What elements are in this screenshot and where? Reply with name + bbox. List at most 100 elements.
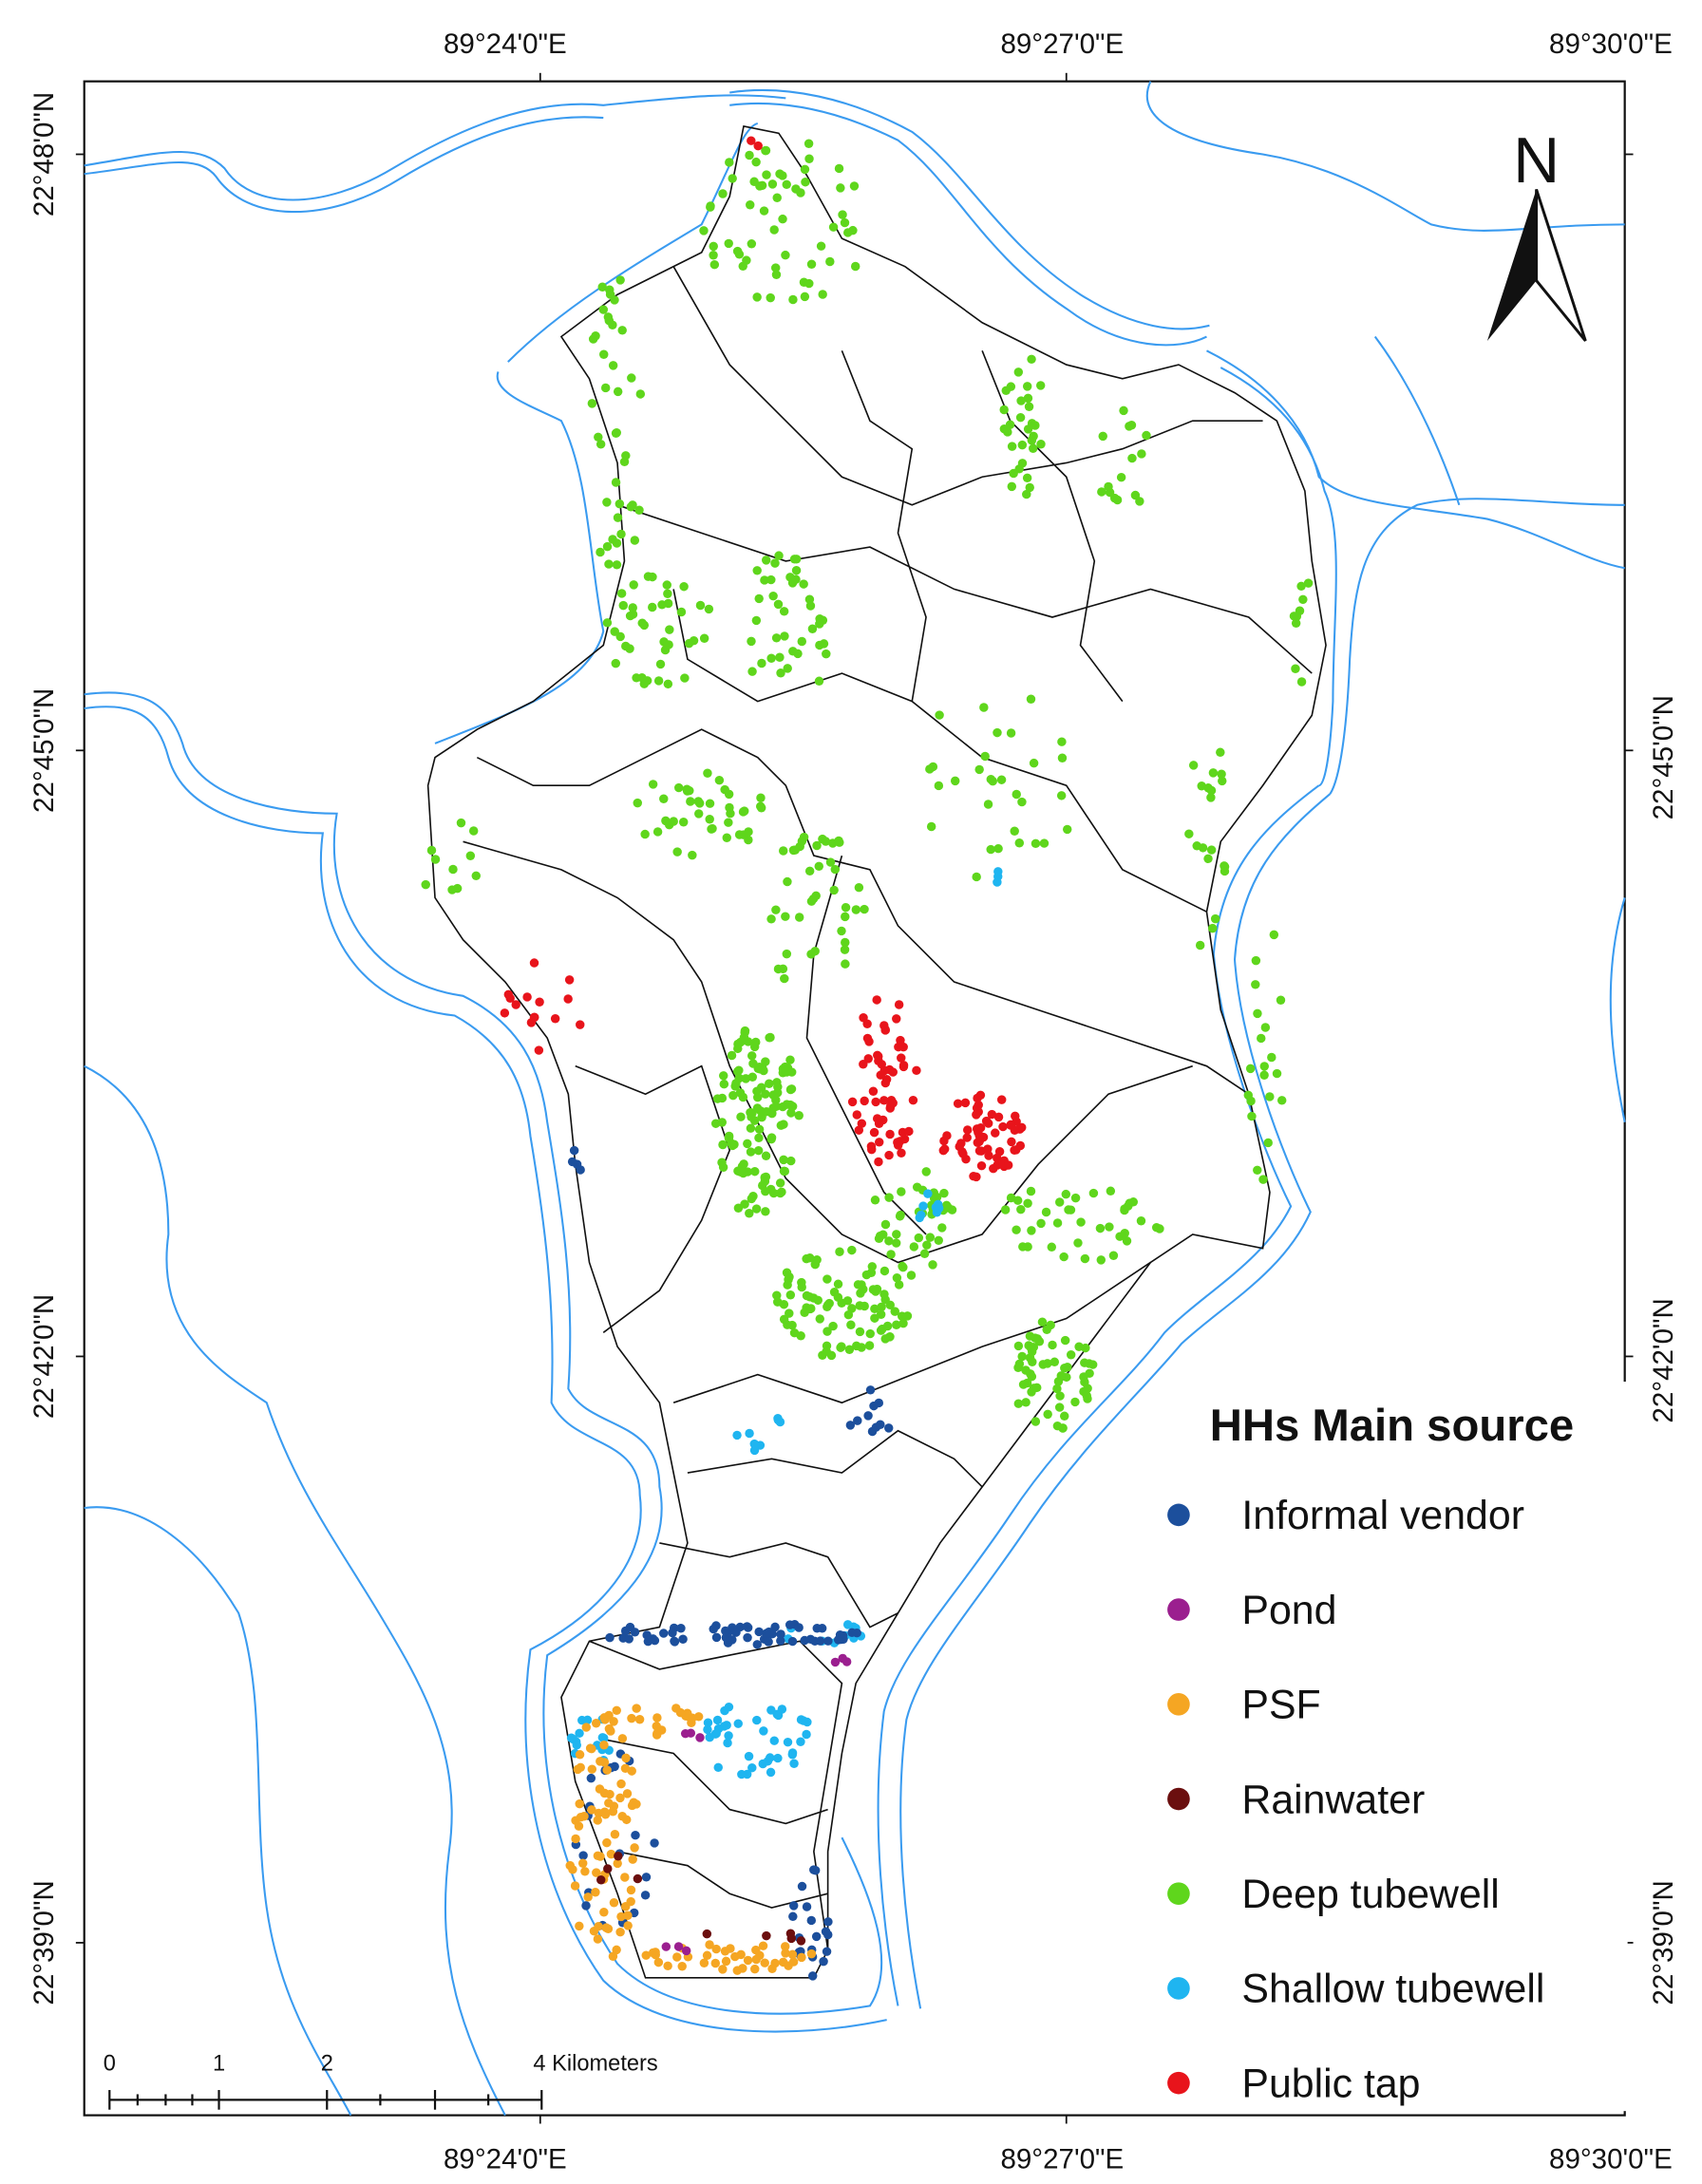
household-point xyxy=(925,764,935,774)
household-point xyxy=(796,1715,806,1724)
right-label: 22°45'0"N xyxy=(1648,695,1679,819)
household-point xyxy=(702,1929,712,1939)
household-point xyxy=(761,1151,771,1161)
household-point xyxy=(751,1945,761,1955)
household-point xyxy=(774,551,784,560)
household-point xyxy=(868,1086,879,1096)
household-point xyxy=(695,1733,705,1742)
household-point xyxy=(1245,1064,1256,1074)
household-point xyxy=(796,188,805,198)
household-point xyxy=(814,676,824,687)
household-point xyxy=(718,1139,728,1150)
household-point xyxy=(733,1044,743,1054)
household-point xyxy=(747,1762,757,1773)
household-point xyxy=(1298,594,1308,605)
household-point xyxy=(898,1318,908,1328)
household-point xyxy=(575,1750,585,1760)
household-point xyxy=(705,1940,714,1949)
river xyxy=(899,793,1332,2009)
household-point xyxy=(962,1125,973,1135)
household-point xyxy=(786,1156,796,1166)
household-point xyxy=(1052,1218,1063,1228)
household-point xyxy=(709,1624,718,1634)
household-point xyxy=(769,225,779,235)
household-point xyxy=(1014,838,1025,848)
household-point xyxy=(917,1210,926,1220)
household-point xyxy=(771,1095,781,1105)
household-point xyxy=(766,653,776,663)
household-point xyxy=(659,637,669,647)
household-point xyxy=(781,250,790,260)
household-point xyxy=(713,1762,723,1773)
household-point xyxy=(662,580,671,590)
river xyxy=(1220,367,1337,787)
household-point xyxy=(804,866,815,876)
household-point xyxy=(610,627,619,636)
household-point xyxy=(681,1946,691,1956)
household-point xyxy=(811,1931,822,1942)
household-point xyxy=(782,949,792,959)
household-point xyxy=(860,904,869,914)
household-point xyxy=(851,905,861,914)
household-point xyxy=(738,807,748,817)
household-point xyxy=(1079,1386,1088,1397)
household-point xyxy=(426,845,437,856)
household-point xyxy=(912,1065,921,1076)
household-point xyxy=(773,1753,783,1763)
household-point xyxy=(1136,1216,1146,1226)
household-point xyxy=(745,1428,754,1439)
household-point xyxy=(879,1096,889,1105)
household-point xyxy=(1276,1096,1287,1105)
household-point xyxy=(613,386,623,397)
household-point xyxy=(1029,758,1039,768)
household-point xyxy=(882,1321,893,1331)
household-point xyxy=(578,1851,588,1860)
household-point xyxy=(564,975,575,985)
household-point xyxy=(705,1732,714,1742)
household-point xyxy=(1203,854,1213,864)
household-point xyxy=(837,1342,846,1351)
household-point xyxy=(786,1084,797,1094)
household-point xyxy=(608,1807,618,1817)
household-point xyxy=(608,361,618,370)
household-point xyxy=(872,995,881,1005)
household-point xyxy=(1041,1207,1051,1217)
household-point xyxy=(754,1627,764,1637)
legend-label: Deep tubewell xyxy=(1241,1872,1499,1917)
household-point xyxy=(738,1964,747,1973)
household-point xyxy=(739,1159,748,1169)
household-point xyxy=(837,926,846,936)
household-point xyxy=(919,1249,930,1258)
household-point xyxy=(779,607,789,616)
household-point xyxy=(600,1715,610,1724)
household-point xyxy=(909,1242,919,1252)
household-point xyxy=(535,997,544,1007)
household-point xyxy=(863,1411,873,1421)
household-point xyxy=(1291,618,1301,629)
household-point xyxy=(833,1292,843,1302)
household-point xyxy=(914,1233,924,1243)
household-point xyxy=(672,1952,682,1962)
household-point xyxy=(895,1212,905,1221)
household-point xyxy=(1013,367,1024,377)
household-point xyxy=(677,1962,687,1971)
household-point xyxy=(1016,1204,1026,1214)
admin-boundaries xyxy=(426,124,1327,1979)
household-point xyxy=(988,776,997,786)
scale-label: 0 xyxy=(104,2051,116,2076)
household-point xyxy=(840,217,850,228)
household-point xyxy=(616,529,626,539)
household-point xyxy=(602,1765,612,1775)
legend-label: Informal vendor xyxy=(1241,1493,1524,1538)
household-point xyxy=(1026,1186,1036,1196)
household-point xyxy=(617,1734,628,1743)
household-point xyxy=(822,649,831,659)
household-point xyxy=(1025,482,1034,493)
household-point xyxy=(806,1304,816,1313)
household-point xyxy=(599,1807,610,1817)
household-point xyxy=(712,1094,723,1103)
household-point xyxy=(830,1657,841,1667)
river xyxy=(1609,897,1626,1122)
household-point xyxy=(616,1779,626,1789)
legend-swatch xyxy=(1167,1977,1190,2000)
